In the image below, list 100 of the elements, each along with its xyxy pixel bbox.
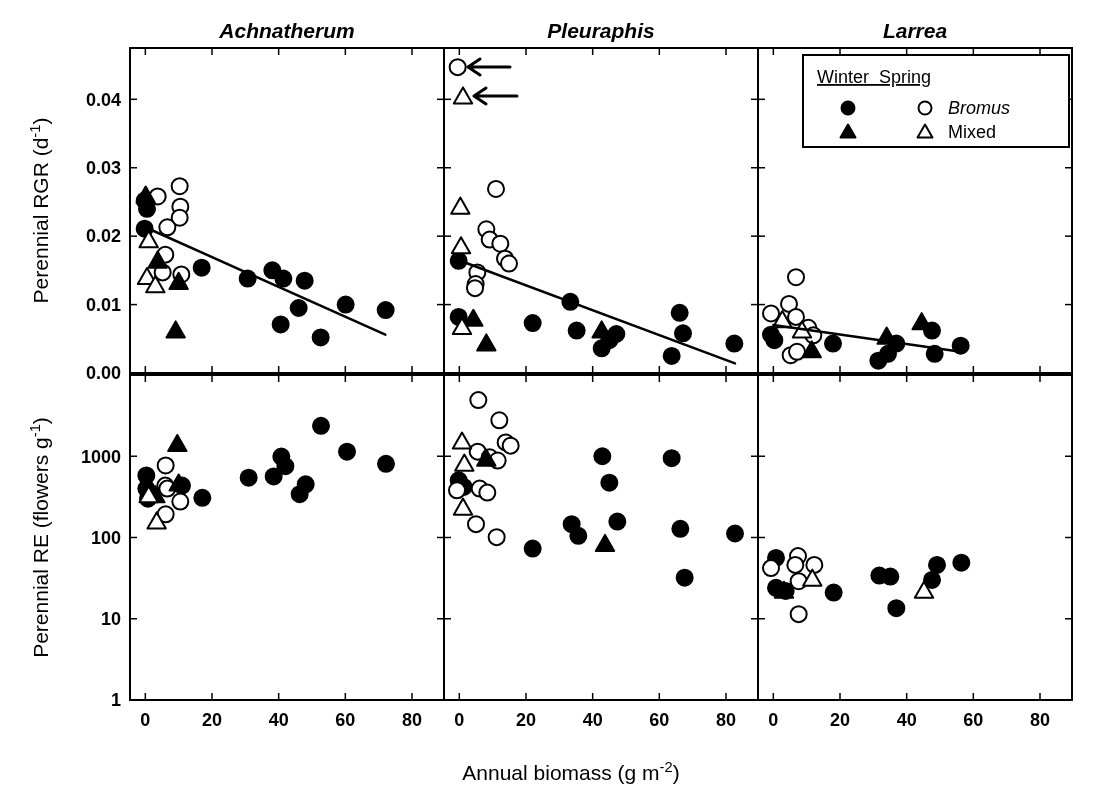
y-tick-label: 1000 — [80, 446, 121, 467]
legend-label: Bromus — [948, 98, 1011, 119]
point — [170, 177, 189, 196]
point — [725, 334, 744, 353]
point — [607, 325, 626, 343]
x-tick-label: 60 — [963, 710, 984, 730]
point — [567, 321, 586, 340]
point — [289, 299, 308, 317]
point — [146, 511, 167, 530]
legend-title: Winter Spring — [817, 67, 932, 87]
point — [158, 218, 177, 237]
point — [674, 324, 692, 343]
point — [787, 268, 805, 287]
y-tick-label: 100 — [90, 527, 121, 548]
point — [311, 328, 330, 347]
point — [448, 58, 467, 77]
point — [147, 250, 168, 269]
point — [928, 555, 946, 574]
point — [450, 196, 471, 215]
x-tick-label: 80 — [1029, 710, 1051, 730]
point — [824, 334, 842, 353]
point — [138, 230, 159, 249]
point — [762, 304, 780, 323]
point — [780, 294, 798, 313]
point — [276, 457, 295, 476]
point — [478, 483, 497, 502]
point — [295, 271, 314, 290]
point — [193, 488, 212, 507]
point — [451, 431, 473, 450]
point — [290, 485, 309, 504]
point — [802, 568, 823, 587]
x-tick-label: 60 — [649, 710, 670, 730]
point — [274, 269, 293, 288]
legend-label: Mixed — [948, 122, 997, 143]
chart-title: Achnatherum — [218, 19, 355, 42]
point — [490, 411, 509, 430]
point — [312, 416, 330, 435]
point — [167, 433, 188, 453]
point — [923, 570, 941, 589]
point — [448, 481, 466, 500]
x-tick-label: 60 — [335, 710, 356, 730]
point — [476, 333, 497, 352]
x-tick-label: 20 — [515, 710, 537, 730]
point — [454, 453, 475, 472]
point — [500, 254, 518, 273]
point — [487, 528, 506, 547]
point — [805, 555, 824, 574]
point — [491, 234, 510, 253]
point — [168, 271, 189, 290]
point — [569, 526, 588, 545]
point — [824, 583, 843, 602]
x-tick-label: 80 — [401, 710, 423, 730]
point — [662, 449, 681, 468]
point — [170, 208, 189, 227]
chart-title: Larrea — [882, 19, 948, 42]
point — [476, 448, 497, 467]
x-tick-label: 40 — [582, 710, 603, 730]
point — [135, 185, 156, 204]
point — [608, 512, 627, 531]
point — [911, 312, 932, 331]
y-tick-label: 0.01 — [85, 294, 121, 315]
point — [801, 340, 822, 359]
point — [762, 559, 780, 578]
point — [726, 524, 744, 543]
point — [165, 320, 186, 339]
point — [523, 314, 542, 333]
point — [787, 307, 805, 326]
point — [336, 295, 355, 314]
x-tick-label: 0 — [768, 710, 779, 730]
point — [913, 580, 935, 599]
point — [469, 391, 488, 410]
x-tick-label: 0 — [454, 710, 465, 730]
point — [887, 599, 906, 618]
point — [145, 275, 166, 294]
x-tick-label: 40 — [896, 710, 917, 730]
x-tick-label: 40 — [268, 710, 289, 730]
point — [466, 279, 484, 298]
point — [593, 447, 612, 466]
x-axis-title: Annual biomass (g m$^{-2}$) — [462, 759, 680, 784]
point — [156, 456, 175, 475]
point — [670, 303, 689, 322]
point — [450, 236, 472, 255]
point — [338, 442, 356, 461]
point — [264, 467, 283, 486]
point — [376, 301, 395, 320]
point — [671, 519, 690, 538]
y-tick-label: 0.04 — [85, 89, 121, 110]
y-tick-label: 0.00 — [85, 363, 121, 384]
point — [594, 533, 616, 552]
point — [789, 605, 808, 624]
point — [600, 473, 619, 492]
x-tick-label: 0 — [140, 710, 151, 730]
x-tick-label: 80 — [715, 710, 737, 730]
point — [171, 492, 190, 511]
point — [377, 454, 395, 473]
point — [786, 555, 805, 574]
point — [452, 86, 474, 105]
point — [239, 468, 258, 487]
point — [765, 331, 784, 350]
point — [138, 485, 159, 504]
